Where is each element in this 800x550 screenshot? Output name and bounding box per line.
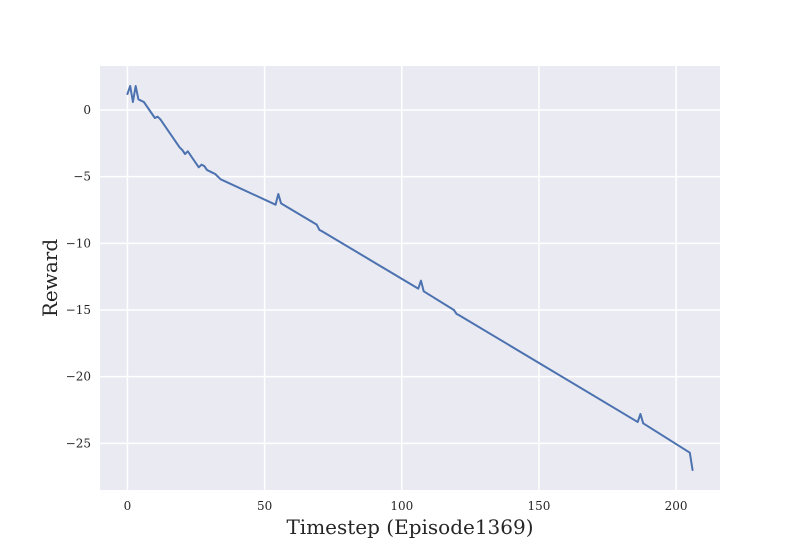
series-layer <box>126 85 694 471</box>
x-tick-label: 200 <box>665 499 688 513</box>
y-tick-label: −10 <box>66 236 91 250</box>
y-tick-label: −25 <box>66 436 91 450</box>
x-tick-label: 100 <box>390 499 413 513</box>
x-tick-labels: 0 50 100 150 200 <box>124 499 688 513</box>
y-tick-label: −5 <box>73 170 91 184</box>
plot-area <box>100 66 720 490</box>
grid <box>100 66 720 490</box>
y-tick-label: 0 <box>83 103 91 117</box>
y-tick-labels: 0 −5 −10 −15 −20 −25 <box>66 103 91 450</box>
x-tick-label: 0 <box>124 499 132 513</box>
x-tick-label: 50 <box>257 499 272 513</box>
y-axis-title: Reward <box>38 239 62 317</box>
y-tick-label: −20 <box>66 370 91 384</box>
reward-series-line <box>126 85 694 471</box>
x-tick-label: 150 <box>527 499 550 513</box>
y-tick-label: −15 <box>66 303 91 317</box>
x-axis-title: Timestep (Episode1369) <box>286 515 533 539</box>
